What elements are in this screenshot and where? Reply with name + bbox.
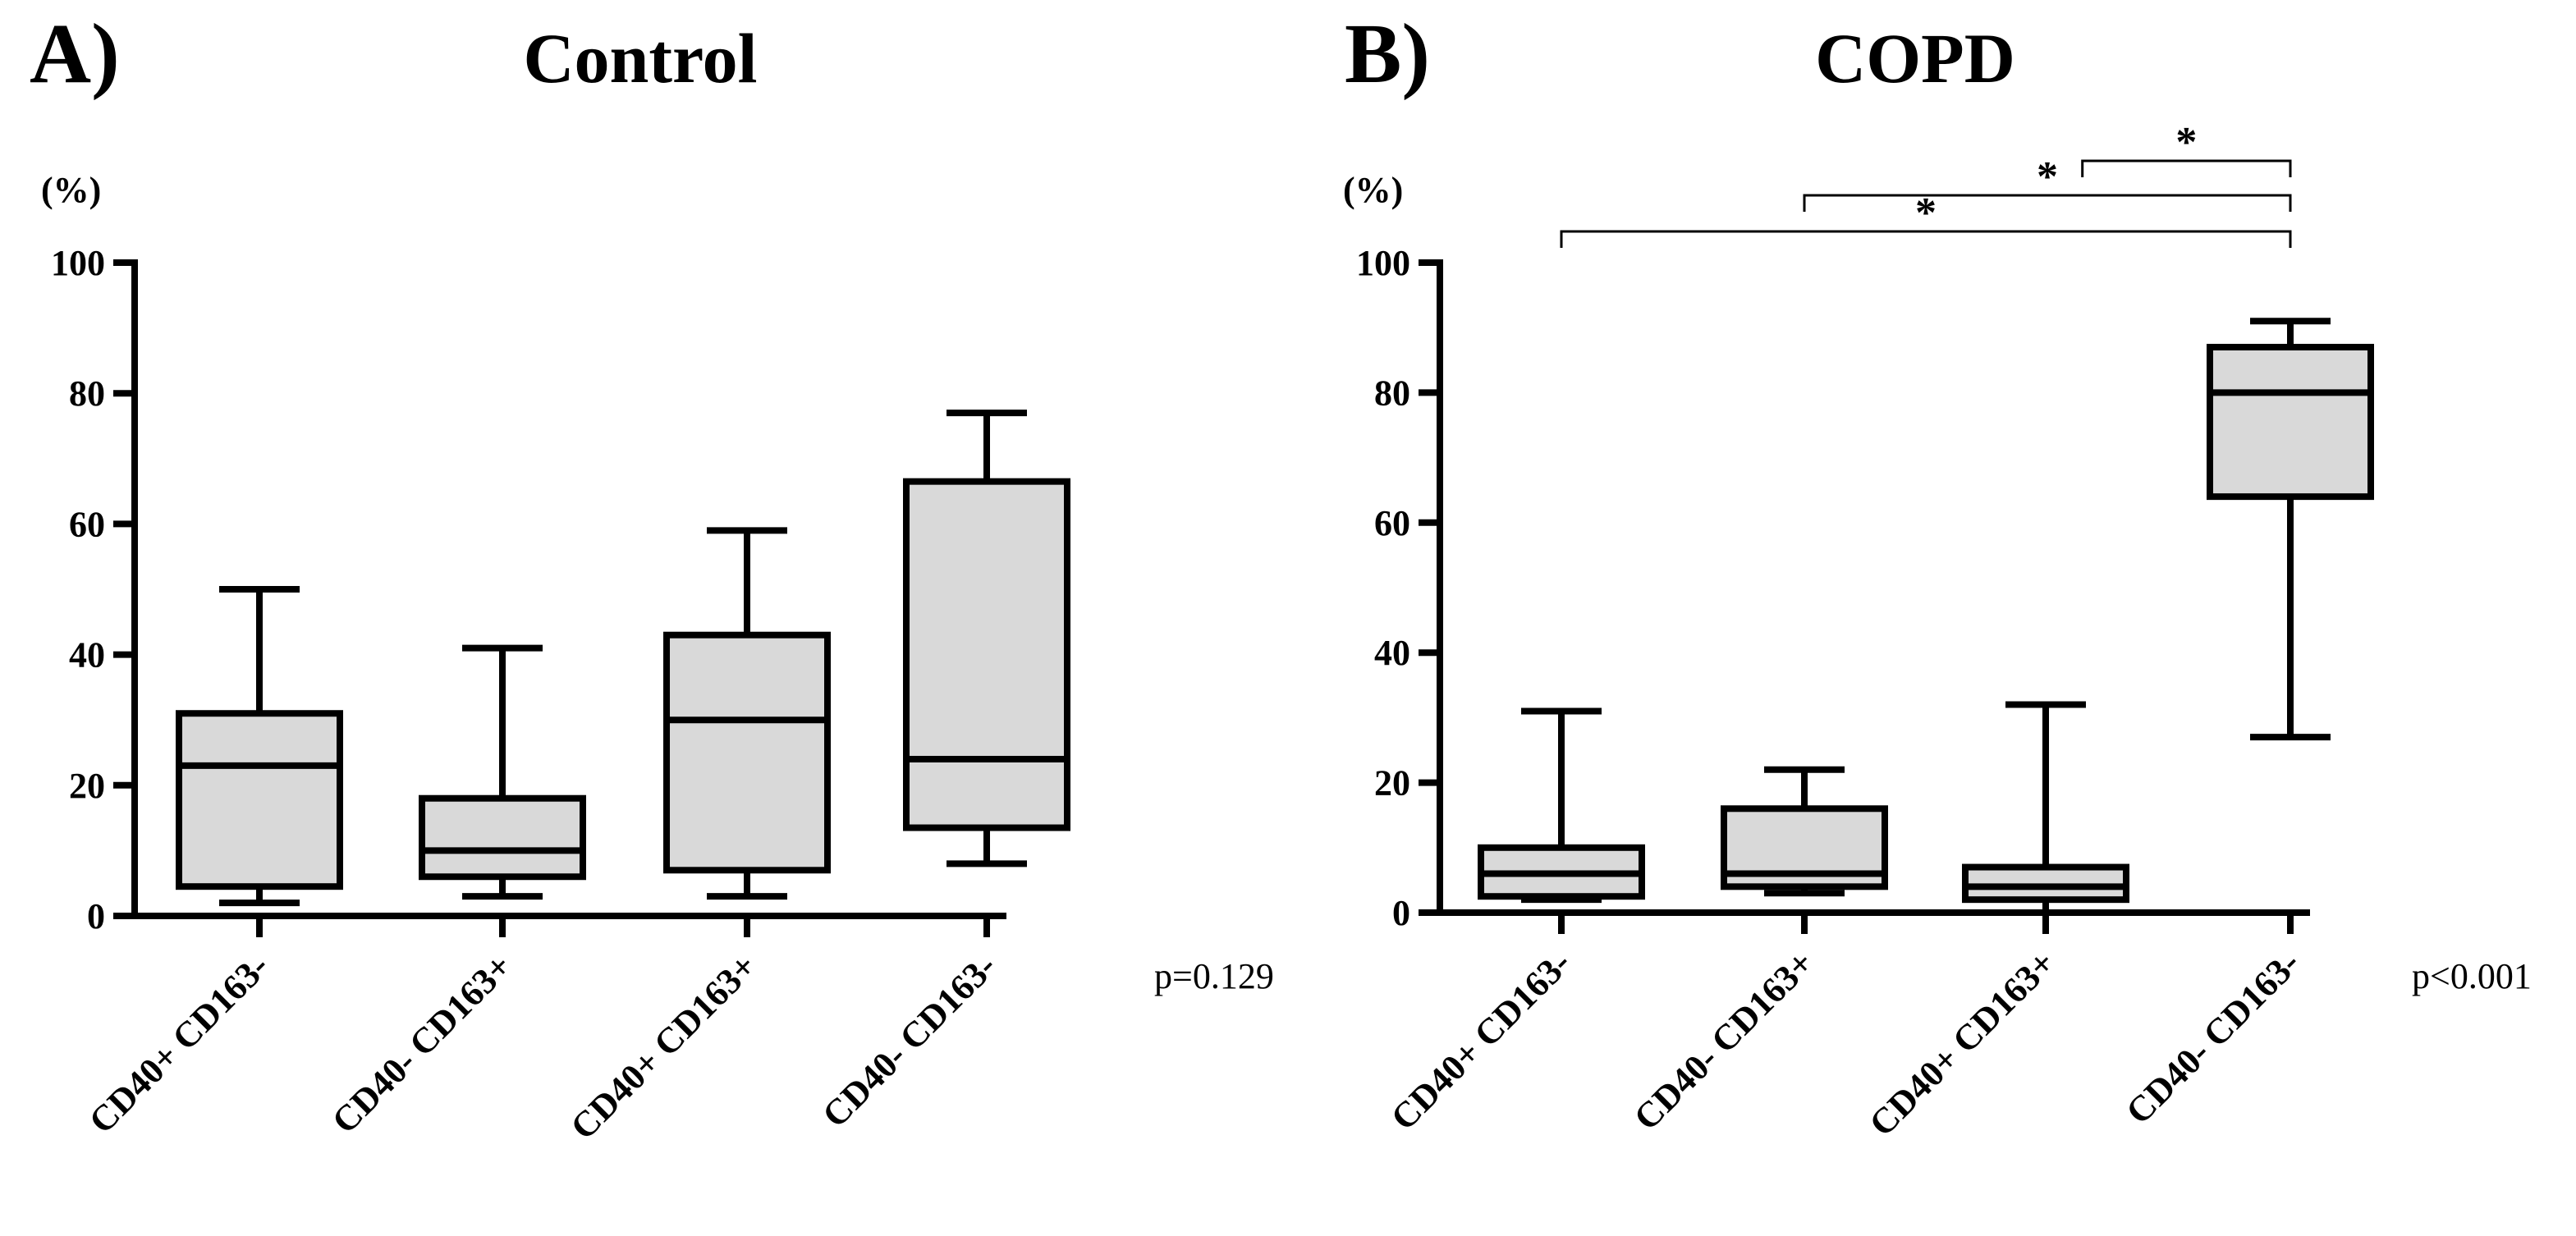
iqr-box	[663, 631, 831, 874]
y-tick-label: 40	[69, 635, 105, 675]
y-tick-label: 0	[87, 896, 105, 936]
panel-copd: B) COPD (%) p<0.001 0 20 40 60 80 100 CD40+ CD…	[1343, 7, 2532, 1144]
significance-star: *	[2037, 153, 2058, 200]
box-plot	[1721, 766, 1888, 897]
iqr-box	[176, 710, 343, 890]
y-tick-label: 80	[69, 373, 105, 414]
x-category-label: CD40- CD163+	[324, 945, 520, 1141]
significance-bracket: *	[2081, 119, 2292, 177]
chart-title: COPD	[1815, 19, 2015, 98]
p-value: p<0.001	[2412, 956, 2532, 996]
box-plot	[2207, 318, 2374, 741]
significance-bracket: *	[1803, 153, 2292, 212]
panel-control: A) Control (%) p=0.129 0 20 40 60 80 100 CD40+…	[30, 7, 1274, 1147]
y-tick-label: 80	[1374, 373, 1410, 413]
x-category-label: CD40- CD163-	[2118, 942, 2308, 1132]
bracket-line	[2081, 159, 2292, 177]
p-value: p=0.129	[1154, 956, 1274, 996]
y-tick-label: 20	[69, 766, 105, 806]
box-plot	[903, 410, 1070, 867]
x-category-label: CD40- CD163-	[814, 945, 1004, 1135]
box-plot	[663, 527, 831, 900]
significance-star: *	[1915, 190, 1937, 236]
box-plot	[176, 586, 343, 907]
bracket-line	[1560, 230, 2292, 248]
bracket-line	[1803, 194, 2292, 212]
y-tick-label: 60	[1374, 503, 1410, 543]
chart-title: Control	[523, 19, 757, 98]
y-tick-label: 0	[1392, 893, 1410, 933]
box-plot	[419, 644, 586, 900]
x-category-label: CD40+ CD163-	[1383, 942, 1579, 1138]
y-tick-label: 100	[51, 243, 105, 283]
box-plot	[1962, 701, 2129, 916]
significance-bracket: *	[1560, 190, 2292, 248]
x-category-label: CD40+ CD163+	[563, 945, 765, 1147]
panel-label: B)	[1345, 7, 1430, 101]
y-tick-label: 40	[1374, 633, 1410, 673]
significance-star: *	[2175, 119, 2197, 166]
y-axis-unit: (%)	[41, 170, 101, 210]
box-plot	[1478, 707, 1645, 904]
iqr-box	[2207, 343, 2374, 501]
x-category-label: CD40+ CD163-	[81, 945, 277, 1141]
panel-label: A)	[30, 7, 120, 101]
y-tick-label: 100	[1356, 243, 1410, 283]
y-tick-label: 60	[69, 504, 105, 544]
x-category-label: CD40+ CD163+	[1862, 942, 2064, 1144]
iqr-box	[419, 794, 586, 881]
y-axis-unit: (%)	[1343, 170, 1403, 210]
iqr-box	[903, 478, 1070, 831]
x-category-label: CD40- CD163+	[1626, 942, 1822, 1138]
y-tick-label: 20	[1374, 763, 1410, 803]
